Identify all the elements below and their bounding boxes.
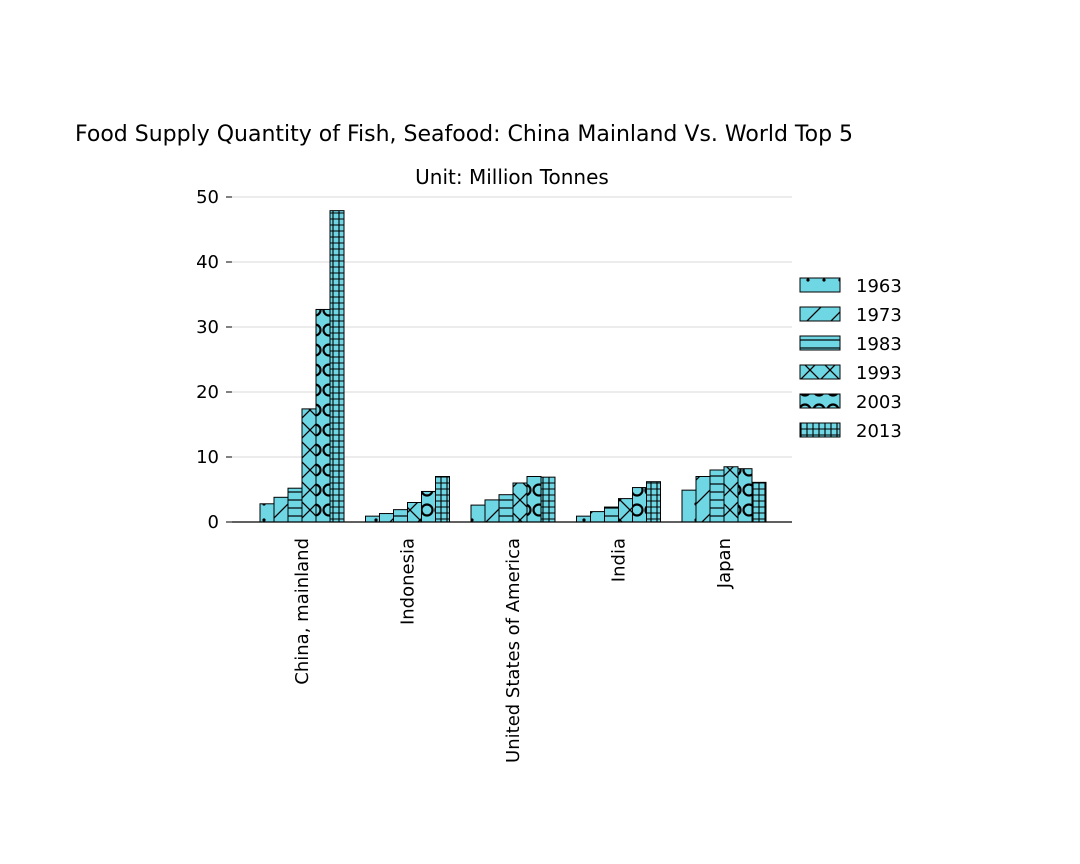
y-tick-label: 20: [196, 382, 219, 403]
chart-title: Food Supply Quantity of Fish, Seafood: C…: [75, 122, 853, 147]
y-tick-label: 50: [196, 187, 219, 208]
legend-swatch-1963: [799, 277, 841, 293]
bar-1993: [407, 502, 422, 523]
bar-1993: [301, 408, 317, 523]
bar-1963: [365, 515, 380, 523]
bar-1973: [273, 496, 289, 523]
legend-label-1973: 1973: [856, 305, 902, 326]
legend-label-1993: 1993: [856, 363, 902, 384]
legend-swatch-1993: [799, 364, 841, 380]
y-tick-label: 40: [196, 252, 219, 273]
legend: 1963 1973 1983 1993 2003 2013: [799, 276, 902, 442]
chart-subtitle: Unit: Million Tonnes: [415, 165, 609, 189]
bar-1963: [259, 503, 275, 523]
bar-1963: [470, 504, 486, 523]
bars: [259, 210, 767, 523]
bar-1983: [604, 506, 619, 523]
legend-swatch-1973: [799, 306, 841, 322]
y-tick-label: 30: [196, 317, 219, 338]
legend-label-2013: 2013: [856, 421, 902, 442]
legend-label-1983: 1983: [856, 334, 902, 355]
y-tick-label: 0: [208, 512, 219, 533]
bar-2013: [540, 476, 556, 523]
bar-2003: [315, 308, 331, 523]
legend-swatch-1983: [799, 335, 841, 351]
bar-2013: [329, 210, 345, 523]
legend-swatch-2003: [799, 393, 841, 409]
bar-1993: [723, 466, 739, 523]
bar-2003: [632, 487, 647, 523]
bar-2003: [526, 476, 542, 523]
bar-2003: [737, 468, 753, 523]
bar-2013: [435, 476, 450, 523]
x-tick-label: China, mainland: [292, 538, 313, 685]
bar-1973: [379, 513, 394, 523]
bar-2013: [751, 481, 767, 523]
legend-label-2003: 2003: [856, 392, 902, 413]
bar-1973: [484, 499, 500, 523]
bar-1993: [618, 498, 633, 523]
legend-label-1963: 1963: [856, 276, 902, 297]
axes: 0 10 20 30 40 50 China, mainland Indonesia Unite…: [196, 187, 792, 763]
bar-1983: [498, 494, 514, 523]
legend-swatch-2013: [799, 422, 841, 438]
x-tick-label: Japan: [714, 538, 735, 589]
bar-1963: [681, 489, 697, 523]
bar-1993: [512, 482, 528, 523]
bar-1983: [287, 487, 303, 523]
bar-1983: [709, 469, 725, 523]
bar-1963: [576, 515, 591, 523]
bar-2003: [421, 490, 436, 523]
y-tick-label: 10: [196, 447, 219, 468]
bar-1983: [393, 509, 408, 523]
bar-2013: [646, 481, 661, 523]
bar-1973: [590, 511, 605, 523]
x-tick-label: Indonesia: [398, 538, 419, 625]
bar-1973: [695, 476, 711, 523]
x-tick-label: United States of America: [503, 538, 524, 763]
x-tick-label: India: [609, 538, 630, 582]
